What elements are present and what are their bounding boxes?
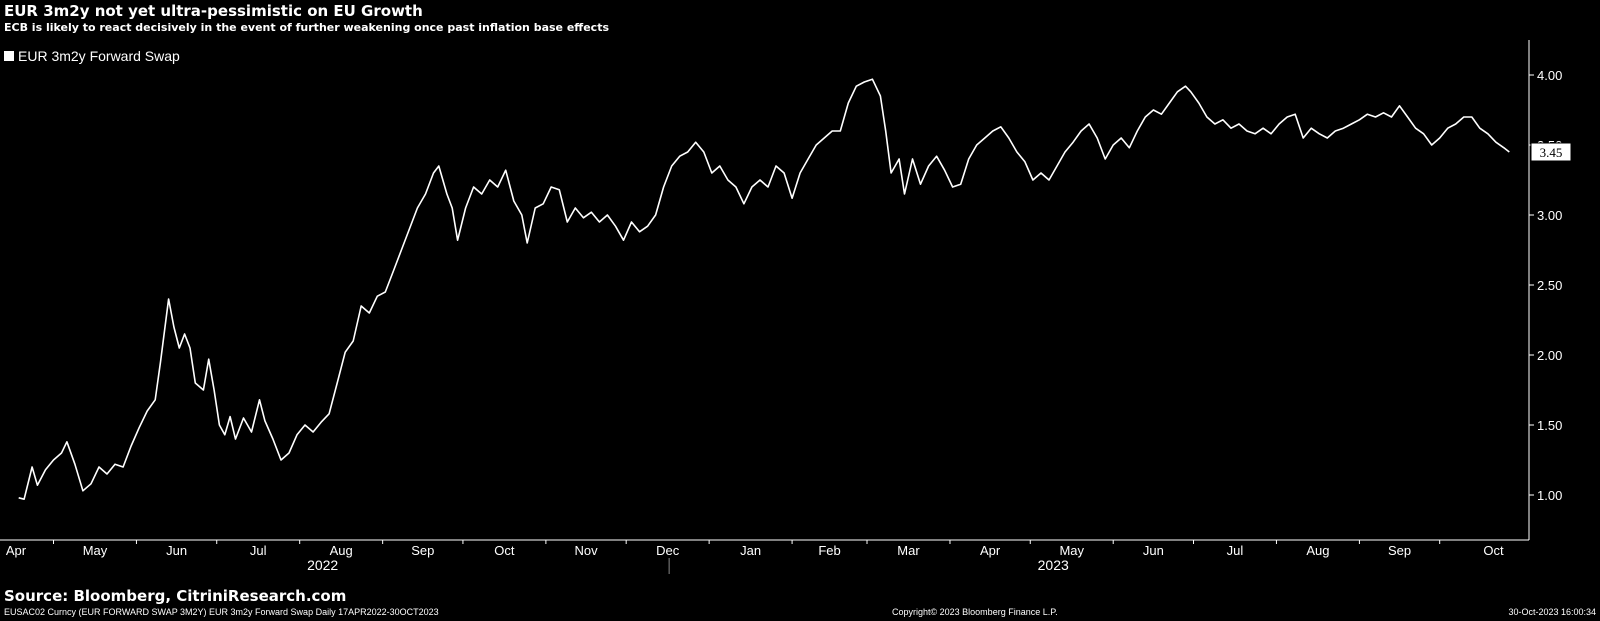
x-tick-label: Feb <box>818 543 840 558</box>
chart-title: EUR 3m2y not yet ultra-pessimistic on EU… <box>4 2 423 20</box>
x-tick-label: Jun <box>1143 543 1164 558</box>
source-note: Source: Bloomberg, CitriniResearch.com <box>4 587 347 605</box>
x-tick-label: Mar <box>897 543 920 558</box>
copyright-note: Copyright© 2023 Bloomberg Finance L.P. <box>892 607 1058 617</box>
ticker-meta: EUSAC02 Curncy (EUR FORWARD SWAP 3M2Y) E… <box>4 607 439 617</box>
x-tick-label: Jul <box>1227 543 1244 558</box>
legend-label: EUR 3m2y Forward Swap <box>18 48 180 64</box>
x-tick-label: Aug <box>330 543 353 558</box>
x-tick-label: Apr <box>980 543 1001 558</box>
x-tick-label: Oct <box>494 543 515 558</box>
last-value-layer: 3.45 <box>1530 142 1572 162</box>
x-tick-label: Dec <box>656 543 680 558</box>
x-tick-label: Nov <box>574 543 598 558</box>
x-tick-label: May <box>83 543 108 558</box>
x-tick-label: Aug <box>1306 543 1329 558</box>
y-tick-label: 1.50 <box>1537 418 1562 433</box>
last-value-box <box>1530 142 1572 162</box>
legend-swatch <box>4 51 14 61</box>
y-tick-label: 2.00 <box>1537 348 1562 363</box>
x-tick-label: May <box>1059 543 1084 558</box>
y-tick-label: 1.00 <box>1537 488 1562 503</box>
x-tick-label: Jan <box>740 543 761 558</box>
x-tick-label: Apr <box>6 543 27 558</box>
year-label: 2022 <box>307 557 338 573</box>
timestamp: 30-Oct-2023 16:00:34 <box>1508 607 1596 617</box>
x-tick-label: Sep <box>411 543 434 558</box>
y-tick-label: 4.00 <box>1537 68 1562 83</box>
x-axis: Apr May Jun Jul Aug Sep Oct Nov Dec Jan Feb Mar Apr M… <box>0 539 1529 574</box>
x-tick-label: Sep <box>1388 543 1411 558</box>
x-tick-label: Oct <box>1483 543 1504 558</box>
chart-subtitle: ECB is likely to react decisively in the… <box>4 21 609 34</box>
year-label: 2023 <box>1038 557 1069 573</box>
x-tick-label: Jul <box>250 543 267 558</box>
last-value-label: 3.45 <box>1540 145 1563 160</box>
x-tick-label: Jun <box>166 543 187 558</box>
y-axis: 1.001.502.002.503.003.504.00 <box>1528 40 1562 540</box>
series-layer <box>18 78 1510 500</box>
legend: EUR 3m2y Forward Swap <box>4 48 180 64</box>
series-line <box>18 78 1510 500</box>
y-tick-label: 3.00 <box>1537 208 1562 223</box>
y-tick-label: 2.50 <box>1537 278 1562 293</box>
